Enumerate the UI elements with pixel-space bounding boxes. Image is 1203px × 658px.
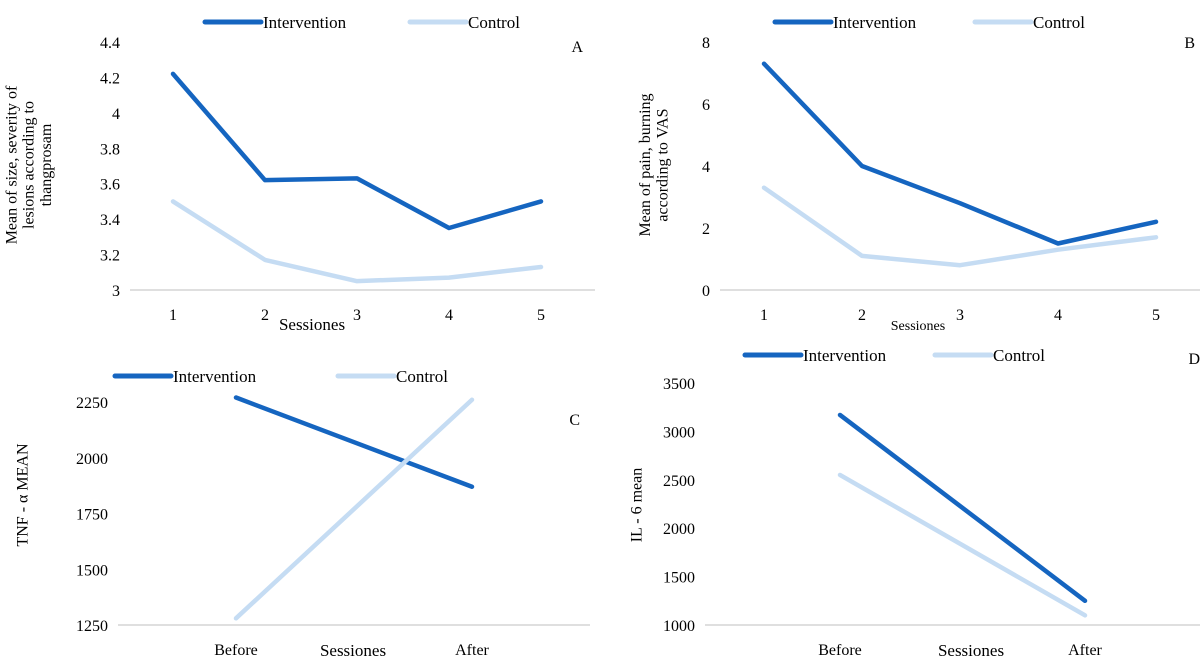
y-tick-label: 2250 (76, 395, 108, 412)
panel-label: D (1188, 351, 1200, 368)
x-axis-title: Sessiones (938, 641, 1004, 658)
legend-label-intervention: Intervention (833, 13, 917, 32)
x-axis-title: Sessiones (320, 641, 386, 658)
y-tick-label: 4 (112, 106, 120, 123)
y-tick-label: 3.6 (100, 177, 120, 194)
y-tick-label: 4.4 (100, 35, 120, 52)
chart-panel-a: 3 3.2 3.4 3.6 3.8 4 4.2 4.4 1 2 3 4 5 Sessiones Mean o… (3, 13, 595, 334)
panel-label: B (1184, 35, 1195, 52)
x-axis-title: Sessiones (279, 315, 345, 334)
legend-label-intervention: Intervention (263, 13, 347, 32)
x-tick-label: 4 (445, 307, 453, 324)
legend-label-control: Control (396, 367, 448, 386)
y-tick-label: 1500 (663, 570, 695, 587)
x-tick-label: 5 (537, 307, 545, 324)
x-axis-title: Sessiones (891, 319, 945, 334)
y-tick-label: 2 (702, 221, 710, 238)
series-line-intervention (233, 395, 475, 489)
y-axis-title: IL - 6 mean (629, 468, 646, 542)
y-tick-label: 1500 (76, 562, 108, 579)
legend-label-control: Control (993, 346, 1045, 365)
y-axis-title: Mean of size, severity of (3, 85, 20, 244)
y-tick-label: 1250 (76, 618, 108, 635)
x-tick-label: 1 (169, 307, 177, 324)
x-tick-label: 3 (956, 307, 964, 324)
x-tick-label: Before (214, 642, 258, 658)
y-tick-label: 1750 (76, 507, 108, 524)
series-line-control (233, 397, 475, 621)
x-tick-label: After (455, 642, 489, 658)
y-tick-label: 8 (702, 35, 710, 52)
y-tick-label: 3500 (663, 376, 695, 393)
y-tick-label: 3000 (663, 424, 695, 441)
panel-label: A (571, 39, 583, 56)
series-line-intervention (761, 61, 1159, 246)
y-tick-label: 3.2 (100, 248, 120, 265)
series-line-control (170, 199, 544, 284)
x-tick-label: Before (818, 642, 862, 658)
panel-label: C (569, 412, 580, 429)
x-tick-label: 3 (353, 307, 361, 324)
y-axis-title: thangprosam (38, 123, 55, 206)
series-line-control (761, 185, 1159, 268)
y-tick-label: 6 (702, 97, 710, 114)
legend-label-control: Control (468, 13, 520, 32)
series-line-control (837, 472, 1088, 618)
y-tick-label: 1000 (663, 618, 695, 635)
x-tick-label: 1 (760, 307, 768, 324)
y-axis-title: TNF - α MEAN (15, 443, 32, 546)
y-axis-title: according to VAS (654, 108, 671, 221)
x-tick-label: 2 (858, 307, 866, 324)
y-axis-title: lesions according to (21, 101, 38, 229)
y-tick-label: 4.2 (100, 70, 120, 87)
series-line-intervention (837, 412, 1088, 604)
chart-panel-b: 0 2 4 6 8 1 2 3 4 5 Sessiones Mean of pain, burning… (637, 13, 1200, 334)
y-tick-label: 3.8 (100, 141, 120, 158)
x-tick-label: 5 (1152, 307, 1160, 324)
legend-label-intervention: Intervention (173, 367, 257, 386)
y-tick-label: 4 (702, 159, 710, 176)
y-tick-label: 2000 (76, 451, 108, 468)
y-tick-label: 2000 (663, 521, 695, 538)
chart-panel-d: 1000 1500 2000 2500 3000 3500 Before After Sessi… (629, 346, 1200, 658)
x-tick-label: After (1068, 642, 1102, 658)
y-tick-label: 3.4 (100, 212, 120, 229)
x-tick-label: 4 (1054, 307, 1062, 324)
y-tick-label: 2500 (663, 473, 695, 490)
legend-label-control: Control (1033, 13, 1085, 32)
x-tick-label: 2 (261, 307, 269, 324)
y-axis-title: Mean of pain, burning (637, 93, 654, 236)
legend-label-intervention: Intervention (803, 346, 887, 365)
series-line-intervention (170, 71, 544, 231)
y-tick-label: 3 (112, 283, 120, 300)
chart-panel-c: 1250 1500 1750 2000 2250 Before After Sessiones… (15, 367, 590, 658)
y-tick-label: 0 (702, 283, 710, 300)
